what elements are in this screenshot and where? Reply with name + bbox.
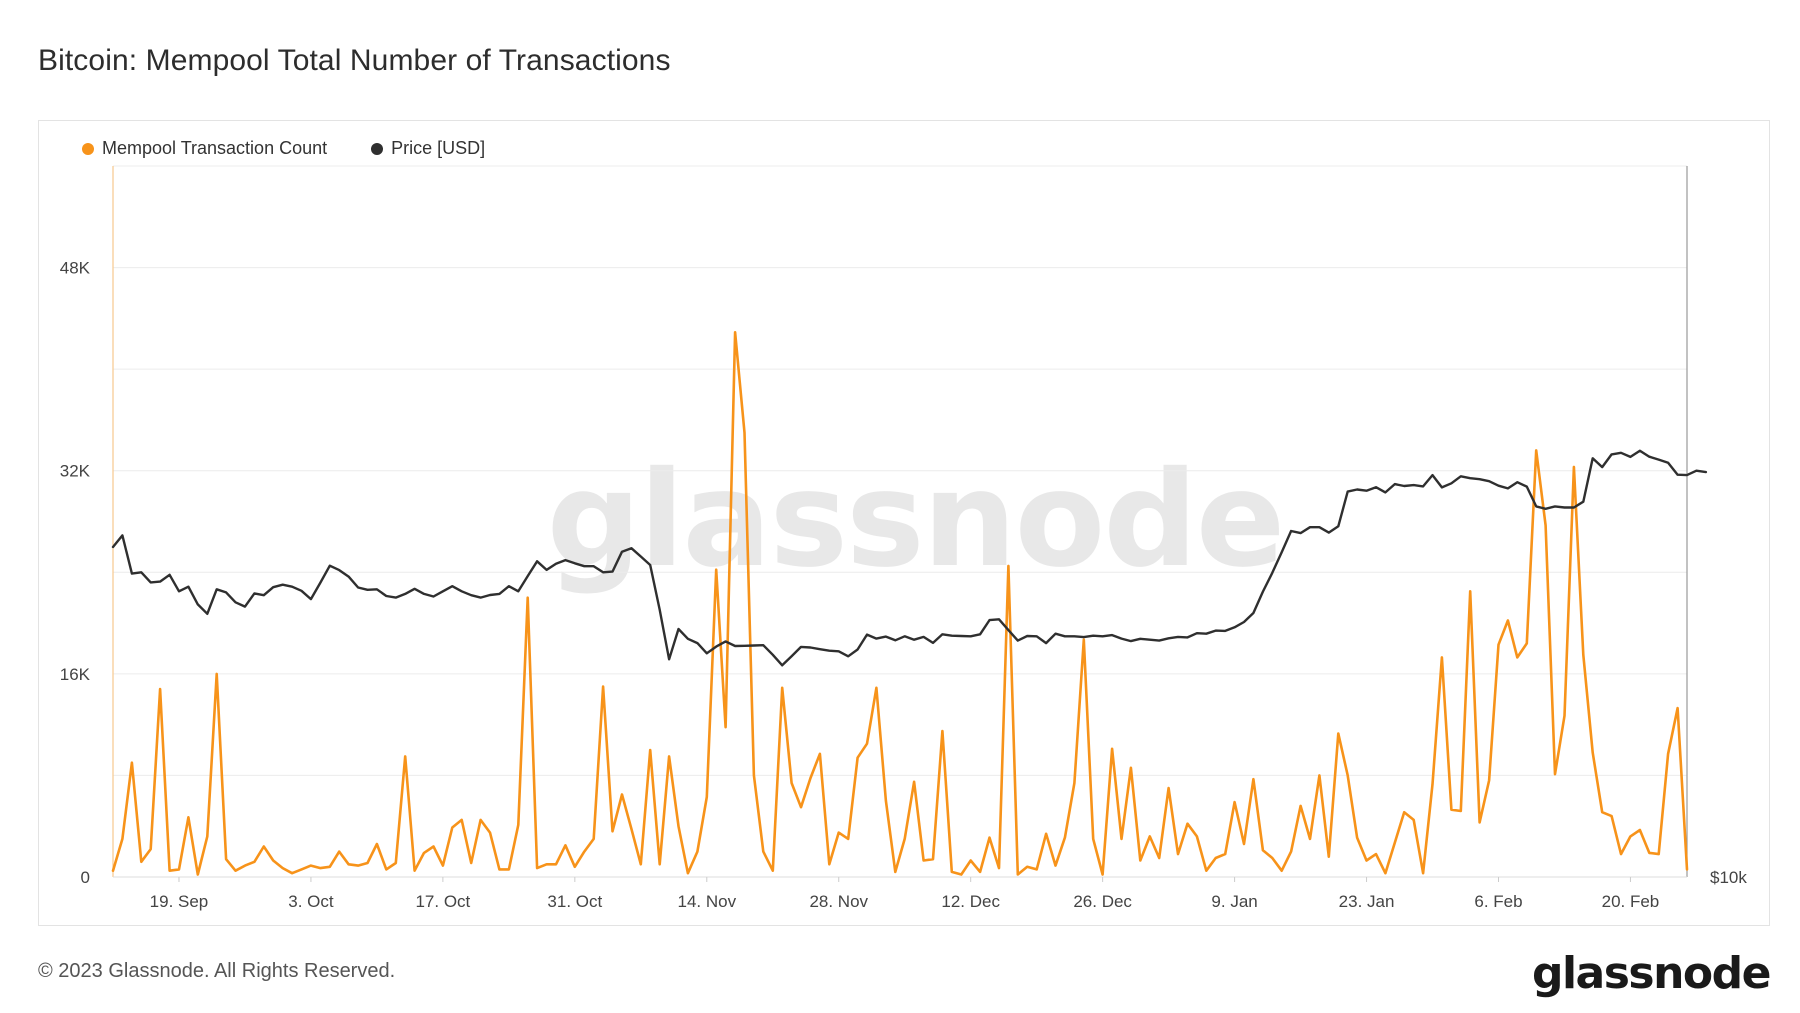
y2-tick-label: $10k bbox=[1710, 868, 1747, 887]
x-tick-label: 6. Feb bbox=[1474, 892, 1522, 911]
y-tick-label: 16K bbox=[60, 665, 91, 684]
x-tick-label: 31. Oct bbox=[547, 892, 602, 911]
brand-logo: glassnode bbox=[1531, 948, 1772, 999]
x-tick-label: 3. Oct bbox=[288, 892, 334, 911]
series-layer bbox=[111, 330, 1708, 876]
copyright-text: © 2023 Glassnode. All Rights Reserved. bbox=[38, 960, 396, 982]
x-tick-label: 28. Nov bbox=[809, 892, 868, 911]
series-line-price bbox=[111, 449, 1708, 667]
x-tick-label: 20. Feb bbox=[1602, 892, 1660, 911]
x-tick-label: 23. Jan bbox=[1339, 892, 1395, 911]
y-tick-label: 0 bbox=[81, 868, 90, 887]
chart-legend: Mempool Transaction Count Price [USD] bbox=[82, 138, 485, 159]
y-tick-label: 32K bbox=[60, 462, 91, 481]
legend-item-mempool[interactable]: Mempool Transaction Count bbox=[82, 138, 327, 159]
series-line-mempool bbox=[111, 330, 1689, 876]
page-title: Bitcoin: Mempool Total Number of Transac… bbox=[38, 44, 671, 77]
legend-label-mempool: Mempool Transaction Count bbox=[102, 138, 328, 158]
x-tick-label: 9. Jan bbox=[1211, 892, 1257, 911]
grid-lines bbox=[113, 165, 1687, 776]
x-tick-label: 14. Nov bbox=[677, 892, 736, 911]
chart-frame bbox=[38, 120, 1770, 926]
legend-label-price: Price [USD] bbox=[391, 138, 486, 158]
legend-swatch-mempool bbox=[82, 142, 94, 155]
y-tick-label: 48K bbox=[60, 259, 91, 278]
x-tick-label: 26. Dec bbox=[1073, 892, 1132, 911]
watermark-text: glassnode bbox=[547, 443, 1284, 597]
axes: 0 16K 32K 48K $10k 19. Sep 3. Oct 17. Oct 31. Oc… bbox=[60, 166, 1747, 911]
x-tick-label: 12. Dec bbox=[941, 892, 1000, 911]
x-tick-label: 17. Oct bbox=[415, 892, 470, 911]
x-tick-label: 19. Sep bbox=[150, 892, 209, 911]
legend-swatch-price bbox=[371, 142, 384, 155]
legend-item-price[interactable]: Price [USD] bbox=[371, 138, 485, 159]
